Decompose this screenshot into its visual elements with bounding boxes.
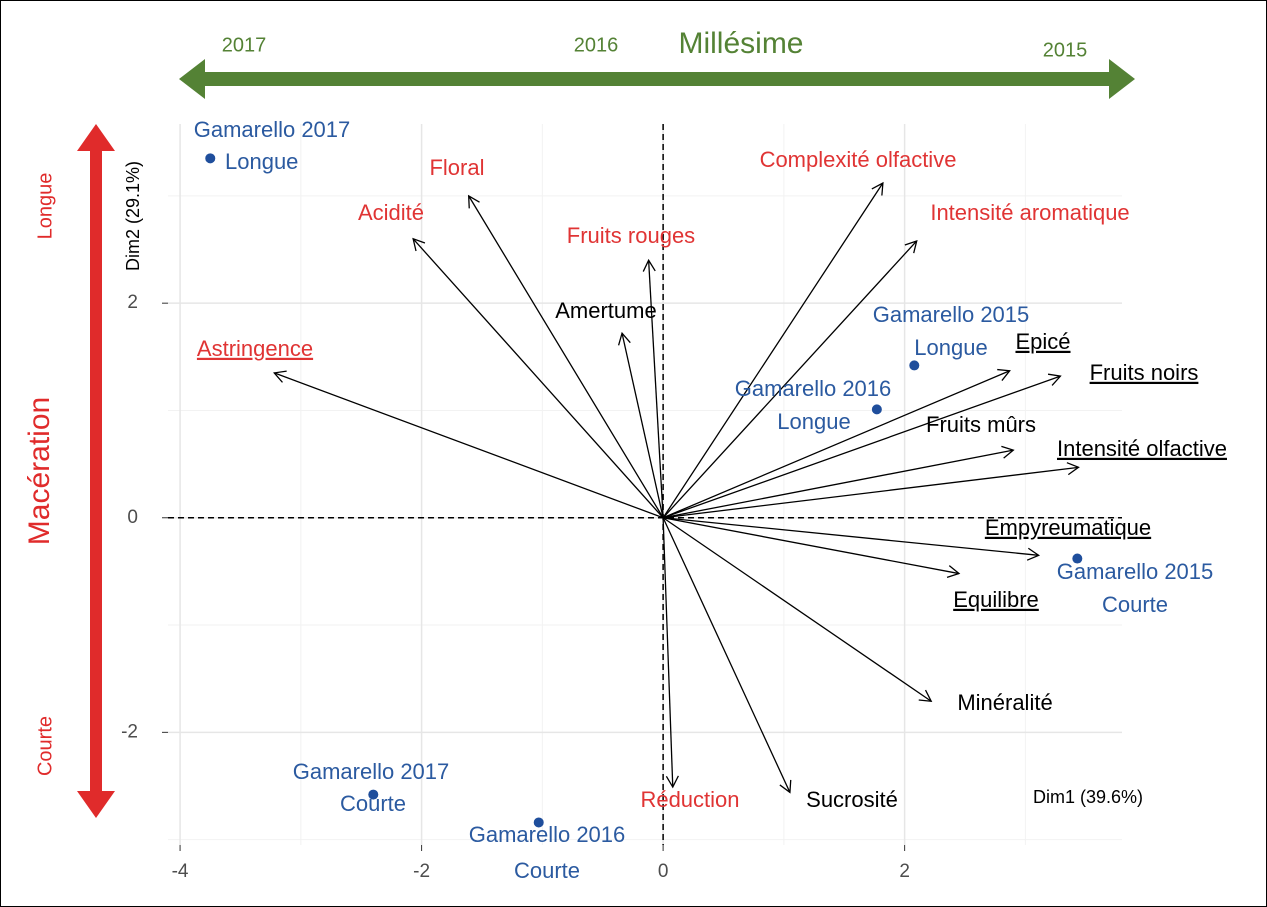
- maceration-label: Longue: [34, 173, 56, 240]
- y-axis-label: Dim2 (29.1%): [123, 161, 143, 271]
- individual-label: Gamarello 2015: [1057, 559, 1214, 584]
- individual-label: Gamarello 2017: [194, 117, 351, 142]
- vintage-label: 2017: [222, 34, 267, 56]
- maceration-title: Macération: [23, 397, 56, 545]
- maceration-annotation: Macération Longue Courte: [23, 124, 115, 818]
- variable-label: Acidité: [358, 200, 424, 225]
- vintage-label: 2016: [574, 34, 619, 56]
- variable-label: Floral: [429, 155, 484, 180]
- variable-label: Epicé: [1015, 329, 1070, 354]
- vintage-annotation: Millésime 2017 2016 2015: [179, 27, 1135, 99]
- variable-arrow: [642, 258, 664, 518]
- individual-point: [533, 817, 544, 828]
- individual-point: [368, 789, 379, 800]
- vintage-arrow: [179, 59, 1135, 99]
- variable-label: Complexité olfactive: [760, 147, 957, 172]
- variable-label: Fruits mûrs: [926, 412, 1036, 437]
- variable-arrow: [662, 517, 792, 794]
- individual-point: [1072, 553, 1083, 564]
- maceration-label: Courte: [34, 716, 56, 776]
- individual-label: Longue: [777, 409, 850, 434]
- variable-arrow: [662, 517, 961, 579]
- variable-label: Intensité aromatique: [930, 200, 1129, 225]
- vintage-title: Millésime: [678, 27, 803, 60]
- x-tick-label: -4: [172, 861, 189, 882]
- variable-arrow: [272, 370, 664, 519]
- individual-point: [205, 153, 216, 164]
- vintage-label: 2015: [1043, 39, 1088, 61]
- y-tick-label: 2: [127, 292, 138, 313]
- maceration-arrow: [77, 124, 115, 818]
- variable-label: Fruits noirs: [1090, 360, 1199, 385]
- y-tick-label: -2: [121, 721, 138, 742]
- individual-label: Courte: [514, 858, 580, 883]
- variable-arrow: [662, 239, 918, 519]
- individual-point: [909, 360, 920, 371]
- variable-arrow: [662, 445, 1015, 519]
- variable-label: Intensité olfactive: [1057, 436, 1227, 461]
- variable-label: Amertume: [555, 298, 656, 323]
- individual-label: Courte: [1102, 592, 1168, 617]
- individual-label: Longue: [914, 335, 987, 360]
- variable-arrow: [662, 368, 1011, 519]
- y-tick-label: 0: [127, 507, 138, 528]
- variable-arrow: [617, 331, 664, 518]
- x-tick-label: 2: [899, 861, 910, 882]
- variable-arrow: [662, 517, 933, 702]
- variable-label: Equilibre: [953, 587, 1039, 612]
- individual-label: Gamarello 2015: [873, 302, 1030, 327]
- variable-label: Sucrosité: [806, 787, 898, 812]
- variable-label: Empyreumatique: [985, 515, 1151, 540]
- variable-arrow: [662, 373, 1062, 519]
- variable-label: Astringence: [197, 336, 313, 361]
- variable-label: Minéralité: [957, 690, 1052, 715]
- individual-point: [871, 404, 882, 415]
- individual-label: Gamarello 2017: [293, 759, 450, 784]
- variable-arrow: [412, 237, 664, 519]
- individual-label: Gamarello 2016: [735, 376, 892, 401]
- variable-arrow: [663, 517, 1041, 561]
- x-tick-label: -2: [413, 861, 430, 882]
- variable-arrow: [662, 181, 884, 519]
- variable-arrow: [467, 194, 664, 519]
- variable-arrow: [662, 517, 679, 789]
- individual-label: Longue: [225, 149, 298, 174]
- variable-label: Réduction: [640, 787, 739, 812]
- x-tick-label: 0: [658, 861, 669, 882]
- variable-arrow: [663, 462, 1080, 519]
- individual-label: Gamarello 2016: [469, 822, 626, 847]
- x-axis-label: Dim1 (39.6%): [1033, 787, 1143, 807]
- variable-label: Fruits rouges: [567, 223, 695, 248]
- individual-label: Courte: [340, 791, 406, 816]
